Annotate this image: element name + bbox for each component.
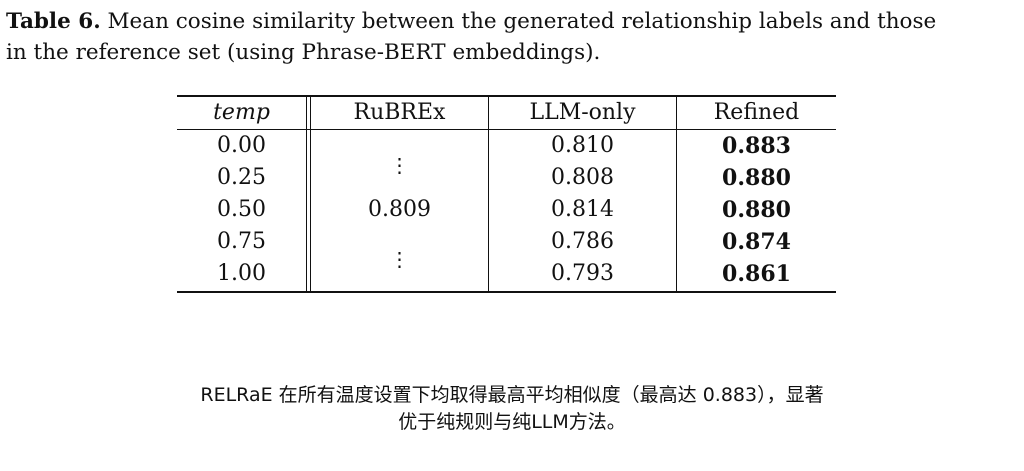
table-top-rule: [177, 95, 836, 97]
refined-cell: 0.880: [722, 197, 791, 223]
column-rule-1: [488, 95, 489, 293]
refined-cell: 0.861: [722, 261, 791, 287]
header-llm-only: LLM-only: [529, 100, 636, 125]
header-rubrex: RuBREx: [353, 100, 446, 125]
temp-cell: 0.75: [217, 229, 266, 254]
note-line-1: RELRaE 在所有温度设置下均取得最高平均相似度（最高达 0.883），显著: [200, 384, 824, 406]
refined-cell: 0.874: [722, 229, 791, 255]
llm-only-cell: 0.808: [551, 165, 614, 190]
temp-cell: 0.50: [217, 197, 266, 222]
refined-cell: 0.880: [722, 165, 791, 191]
table-caption: Table 6. Mean cosine similarity between …: [6, 6, 1016, 68]
vertical-ellipsis-lower: ⋮: [389, 247, 410, 271]
header-temp: temp: [213, 100, 270, 125]
rubrex-value: 0.809: [368, 197, 431, 222]
temp-cell: 1.00: [217, 261, 266, 286]
temp-cell: 0.25: [217, 165, 266, 190]
caption-text-1: Mean cosine similarity between the gener…: [107, 9, 937, 34]
header-refined: Refined: [713, 100, 800, 125]
column-rule-2: [676, 95, 677, 293]
temp-cell: 0.00: [217, 133, 266, 158]
llm-only-cell: 0.793: [551, 261, 614, 286]
note-line-2: 优于纯规则与纯LLM方法。: [398, 411, 626, 433]
double-rule-left: [306, 95, 307, 293]
llm-only-cell: 0.810: [551, 133, 614, 158]
summary-note: RELRaE 在所有温度设置下均取得最高平均相似度（最高达 0.883），显著 …: [0, 382, 1024, 436]
table-bottom-rule: [177, 291, 836, 293]
caption-line-1: Table 6. Mean cosine similarity between …: [6, 6, 1016, 37]
table-header-rule: [177, 129, 836, 130]
llm-only-cell: 0.786: [551, 229, 614, 254]
double-rule-right: [310, 95, 311, 293]
refined-cell: 0.883: [722, 133, 791, 159]
vertical-ellipsis-upper: ⋮: [389, 153, 410, 177]
llm-only-cell: 0.814: [551, 197, 614, 222]
caption-line-2: in the reference set (using Phrase-BERT …: [6, 40, 601, 65]
caption-label: Table 6.: [6, 9, 101, 34]
